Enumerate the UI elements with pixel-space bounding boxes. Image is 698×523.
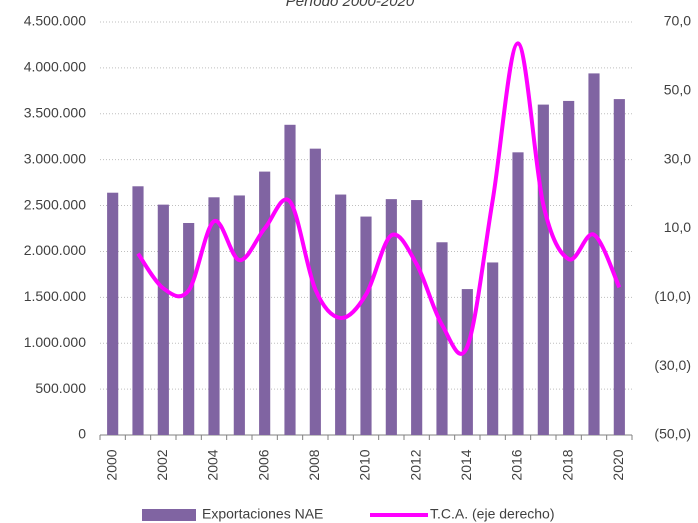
- y-tick-label: 1.500.000: [24, 288, 86, 304]
- bar: [284, 124, 296, 436]
- x-tick-label: 2004: [205, 449, 221, 480]
- bar: [461, 289, 473, 435]
- y2-tick-label: 70,0: [664, 13, 691, 29]
- x-tick-label: 2006: [255, 449, 271, 480]
- bar: [537, 104, 549, 435]
- legend-label: T.C.A. (eje derecho): [430, 506, 555, 522]
- bar: [208, 197, 220, 435]
- y-tick-label: 0: [78, 426, 86, 442]
- y-tick-label: 4.500.000: [24, 13, 86, 29]
- y-tick-label: 1.000.000: [24, 334, 86, 350]
- y2-tick-label: 10,0: [664, 219, 691, 235]
- line: [136, 41, 622, 356]
- y-tick-label: 4.000.000: [24, 59, 86, 75]
- bar: [107, 192, 119, 435]
- bar: [411, 200, 423, 435]
- legend-swatch: [142, 509, 196, 521]
- x-tick-label: 2016: [509, 449, 525, 480]
- x-tick-label: 2012: [407, 449, 423, 480]
- bar: [588, 73, 600, 435]
- bar: [436, 242, 448, 435]
- legend-label: Exportaciones NAE: [202, 506, 323, 522]
- chart-title: Período 2000-2020: [286, 0, 415, 10]
- y-tick-label: 2.000.000: [24, 242, 86, 258]
- bar: [132, 186, 144, 435]
- bar: [512, 152, 524, 435]
- y2-tick-label: 30,0: [664, 150, 691, 166]
- bar: [563, 100, 575, 435]
- x-tick-label: 2000: [103, 449, 119, 480]
- x-tick-label: 2010: [357, 449, 373, 480]
- x-tick-label: 2008: [306, 449, 322, 480]
- y-tick-label: 500.000: [35, 380, 86, 396]
- bar: [335, 194, 347, 435]
- bar: [259, 171, 271, 435]
- x-tick-label: 2020: [610, 449, 626, 480]
- bar: [233, 195, 245, 435]
- x-tick-label: 2002: [154, 449, 170, 480]
- y2-tick-label: (30,0): [654, 357, 691, 373]
- bar: [487, 262, 499, 435]
- bar: [385, 199, 397, 435]
- y2-tick-label: 50,0: [664, 82, 691, 98]
- y-tick-label: 3.500.000: [24, 104, 86, 120]
- y-tick-label: 2.500.000: [24, 196, 86, 212]
- x-tick-label: 2018: [559, 449, 575, 480]
- y-tick-label: 3.000.000: [24, 150, 86, 166]
- y2-tick-label: (10,0): [654, 288, 691, 304]
- bar: [360, 216, 372, 435]
- bar: [613, 99, 625, 436]
- y2-tick-label: (50,0): [654, 426, 691, 442]
- x-tick-label: 2014: [458, 449, 474, 480]
- bar: [183, 222, 195, 435]
- bar: [157, 204, 169, 435]
